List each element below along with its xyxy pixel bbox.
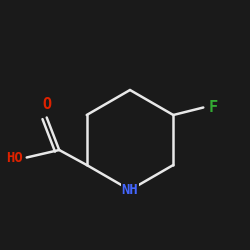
Text: F: F [209, 100, 218, 115]
Text: O: O [42, 98, 51, 112]
Text: HO: HO [6, 150, 22, 164]
Text: NH: NH [122, 183, 138, 197]
